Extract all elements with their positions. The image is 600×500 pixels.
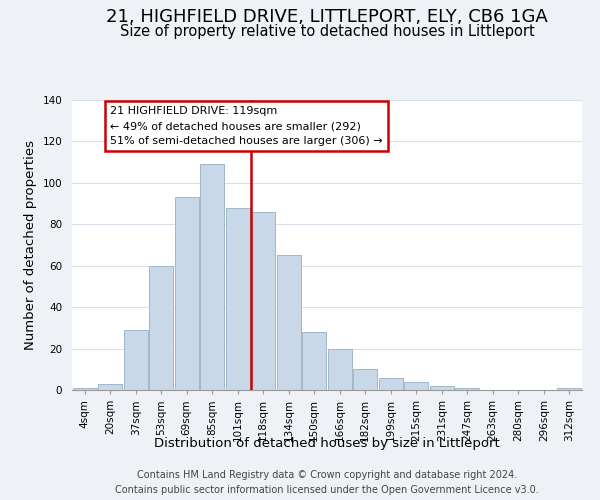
Bar: [328, 348, 352, 390]
Text: 21, HIGHFIELD DRIVE, LITTLEPORT, ELY, CB6 1GA: 21, HIGHFIELD DRIVE, LITTLEPORT, ELY, CB…: [106, 8, 548, 26]
Text: 21 HIGHFIELD DRIVE: 119sqm
← 49% of detached houses are smaller (292)
51% of sem: 21 HIGHFIELD DRIVE: 119sqm ← 49% of deta…: [110, 106, 383, 146]
Bar: [379, 378, 403, 390]
Bar: [200, 164, 224, 390]
Bar: [226, 208, 250, 390]
Text: Contains public sector information licensed under the Open Government Licence v3: Contains public sector information licen…: [115, 485, 539, 495]
Bar: [73, 388, 97, 390]
Bar: [149, 266, 173, 390]
Bar: [175, 198, 199, 390]
Bar: [124, 330, 148, 390]
Text: Size of property relative to detached houses in Littleport: Size of property relative to detached ho…: [119, 24, 535, 39]
Bar: [98, 384, 122, 390]
Bar: [430, 386, 454, 390]
Bar: [251, 212, 275, 390]
Bar: [455, 388, 479, 390]
Text: Distribution of detached houses by size in Littleport: Distribution of detached houses by size …: [154, 438, 500, 450]
Bar: [302, 332, 326, 390]
Bar: [353, 370, 377, 390]
Text: Contains HM Land Registry data © Crown copyright and database right 2024.: Contains HM Land Registry data © Crown c…: [137, 470, 517, 480]
Bar: [557, 388, 581, 390]
Bar: [404, 382, 428, 390]
Y-axis label: Number of detached properties: Number of detached properties: [24, 140, 37, 350]
Bar: [277, 256, 301, 390]
